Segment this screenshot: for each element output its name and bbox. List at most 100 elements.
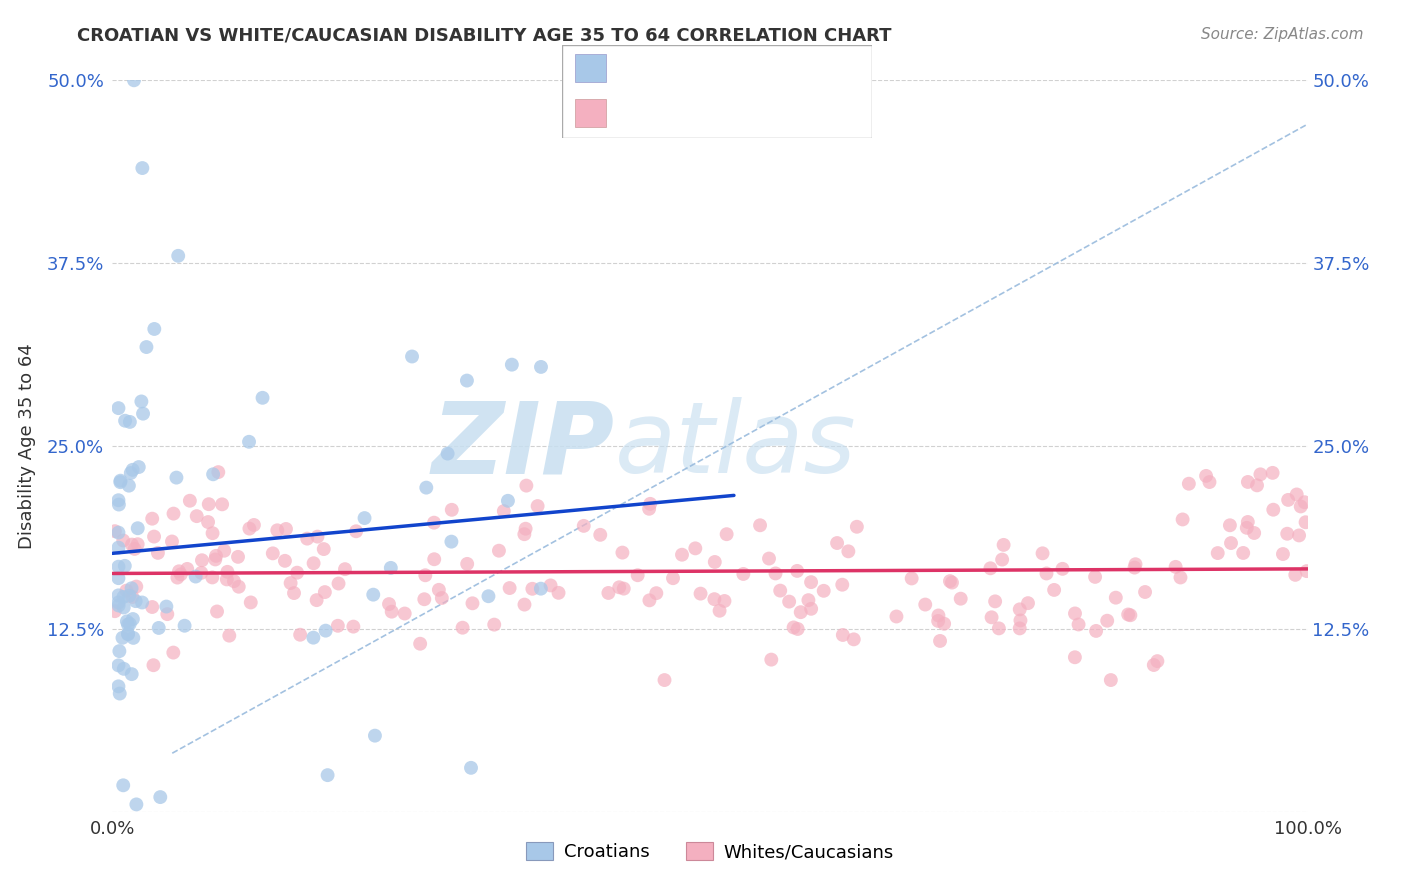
Point: [1143, 658, 1166, 673]
Point: [333, 562, 356, 576]
Point: [409, 637, 432, 651]
Point: [1206, 546, 1229, 560]
Point: [131, 161, 153, 175]
Point: [252, 391, 274, 405]
Point: [176, 562, 198, 576]
Point: [1236, 521, 1258, 535]
Point: [1146, 654, 1168, 668]
Point: [143, 530, 166, 544]
Text: atlas: atlas: [614, 398, 856, 494]
Point: [1289, 500, 1312, 514]
Text: -0.455: -0.455: [675, 103, 738, 121]
Point: [786, 564, 808, 578]
Point: [205, 549, 228, 563]
Point: [513, 598, 536, 612]
Point: [778, 594, 800, 608]
Point: [165, 470, 187, 484]
Point: [530, 359, 553, 374]
Point: [1084, 570, 1107, 584]
Point: [378, 597, 401, 611]
Point: [117, 627, 139, 641]
Point: [547, 586, 569, 600]
Point: [179, 493, 201, 508]
Point: [984, 594, 1007, 608]
Y-axis label: Disability Age 35 to 64: Disability Age 35 to 64: [18, 343, 35, 549]
Point: [1243, 526, 1265, 541]
Point: [131, 394, 153, 409]
Point: [114, 414, 136, 428]
Point: [107, 599, 129, 613]
Point: [160, 534, 183, 549]
Point: [837, 544, 859, 558]
Point: [155, 599, 177, 614]
Point: [316, 768, 339, 782]
Point: [1123, 560, 1146, 574]
Point: [1284, 567, 1306, 582]
Point: [477, 589, 499, 603]
Point: [1052, 562, 1074, 576]
Legend: Croatians, Whites/Caucasians: Croatians, Whites/Caucasians: [519, 835, 901, 869]
Point: [108, 498, 131, 512]
Point: [423, 552, 446, 566]
Point: [312, 542, 335, 557]
Point: [380, 561, 402, 575]
Point: [1008, 621, 1031, 635]
Point: [107, 541, 129, 555]
Point: [108, 644, 131, 658]
Point: [530, 582, 553, 596]
Point: [789, 605, 811, 619]
Point: [758, 551, 780, 566]
Point: [1099, 673, 1122, 687]
Point: [381, 605, 404, 619]
Point: [1219, 518, 1241, 533]
Point: [456, 557, 478, 571]
Point: [1105, 591, 1128, 605]
Point: [1277, 526, 1299, 541]
Point: [1277, 492, 1299, 507]
Point: [645, 586, 668, 600]
Point: [607, 580, 630, 594]
Point: [1195, 469, 1218, 483]
Point: [1133, 585, 1156, 599]
Point: [800, 602, 823, 616]
Point: [132, 407, 155, 421]
Point: [302, 556, 325, 570]
Point: [121, 538, 143, 552]
Point: [146, 546, 169, 560]
Point: [401, 350, 423, 364]
Point: [1085, 624, 1108, 638]
Point: [121, 667, 143, 681]
Point: [302, 631, 325, 645]
Point: [211, 497, 233, 511]
Point: [122, 73, 145, 87]
Point: [662, 571, 685, 585]
Point: [430, 591, 453, 605]
Point: [638, 501, 661, 516]
Point: [825, 536, 848, 550]
Point: [786, 622, 808, 636]
Text: 76: 76: [808, 59, 832, 77]
Point: [980, 610, 1002, 624]
Point: [427, 582, 450, 597]
Point: [949, 591, 972, 606]
Point: [526, 499, 548, 513]
Point: [460, 761, 482, 775]
Point: [612, 546, 634, 560]
Text: N =: N =: [748, 59, 782, 77]
Point: [186, 509, 208, 524]
Point: [167, 249, 190, 263]
Point: [1295, 515, 1317, 529]
Point: [202, 467, 225, 482]
Point: [1170, 570, 1192, 584]
Point: [107, 658, 129, 673]
Point: [1043, 582, 1066, 597]
Point: [598, 586, 620, 600]
Point: [305, 593, 328, 607]
Point: [394, 607, 416, 621]
Point: [222, 574, 245, 589]
Point: [107, 401, 129, 416]
Point: [207, 465, 229, 479]
Point: [326, 619, 349, 633]
Point: [589, 528, 612, 542]
Point: [515, 478, 537, 492]
